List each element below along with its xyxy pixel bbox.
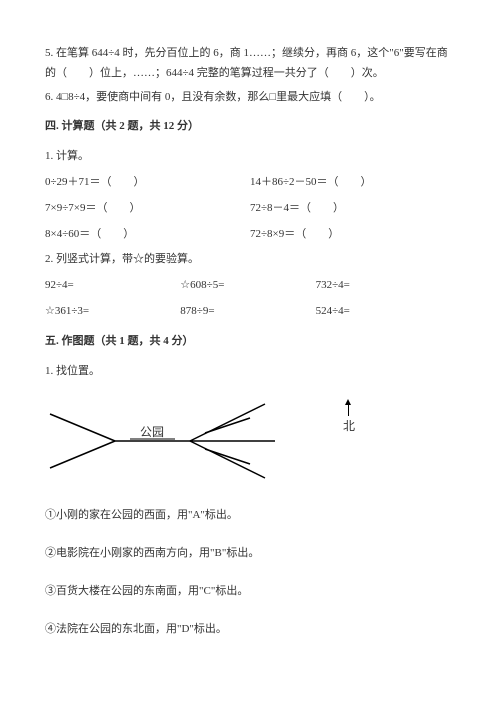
north-label: 北 (343, 416, 355, 438)
calc-row: 92÷4= ☆608÷5= 732÷4= (45, 276, 455, 296)
calc-cell: 72÷8－4＝（ ） (250, 199, 455, 219)
calc-cell: 8×4÷60＝（ ） (45, 225, 250, 245)
section-4-title: 四. 计算题（共 2 题，共 12 分） (45, 117, 455, 137)
calc-cell: 524÷4= (316, 302, 451, 322)
sub-question-4: ④法院在公园的东北面，用"D"标出。 (45, 620, 455, 640)
park-label: 公园 (140, 425, 164, 439)
calc-row: 7×9÷7×9＝（ ） 72÷8－4＝（ ） (45, 199, 455, 219)
sub-question-3: ③百货大楼在公园的东南面，用"C"标出。 (45, 582, 455, 602)
calc-row: ☆361÷3= 878÷9= 524÷4= (45, 302, 455, 322)
section-5-q1-title: 1. 找位置。 (45, 362, 455, 382)
calc-cell: 0÷29＋71＝（ ） (45, 173, 250, 193)
calc-cell: 878÷9= (180, 302, 315, 322)
calc-row: 8×4÷60＝（ ） 72÷8×9＝（ ） (45, 225, 455, 245)
calc-cell: 14＋86÷2－50＝（ ） (250, 173, 455, 193)
north-arrow-icon (348, 401, 350, 416)
section-4-q2-title: 2. 列竖式计算，带☆的要验算。 (45, 250, 455, 270)
calc-cell: ☆361÷3= (45, 302, 180, 322)
calc-row: 0÷29＋71＝（ ） 14＋86÷2－50＝（ ） (45, 173, 455, 193)
page-content: 5. 在笔算 644÷4 时，先分百位上的 6，商 1……；继续分，再商 6，这… (0, 0, 500, 688)
calc-cell: 92÷4= (45, 276, 180, 296)
sub-question-2: ②电影院在小刚家的西南方向，用"B"标出。 (45, 544, 455, 564)
calc-cell: ☆608÷5= (180, 276, 315, 296)
calc-cell: 7×9÷7×9＝（ ） (45, 199, 250, 219)
question-6: 6. 4□8÷4，要使商中间有 0，且没有余数，那么□里最大应填（ ）。 (45, 88, 455, 108)
section-5-title: 五. 作图题（共 1 题，共 4 分） (45, 332, 455, 352)
calc-cell: 72÷8×9＝（ ） (250, 225, 455, 245)
calc-cell: 732÷4= (316, 276, 451, 296)
question-5: 5. 在笔算 644÷4 时，先分百位上的 6，商 1……；继续分，再商 6，这… (45, 44, 455, 84)
park-diagram: 公园 北 (45, 396, 455, 486)
sub-question-1: ①小刚的家在公园的西面，用"A"标出。 (45, 506, 455, 526)
section-4-q1-title: 1. 计算。 (45, 147, 455, 167)
